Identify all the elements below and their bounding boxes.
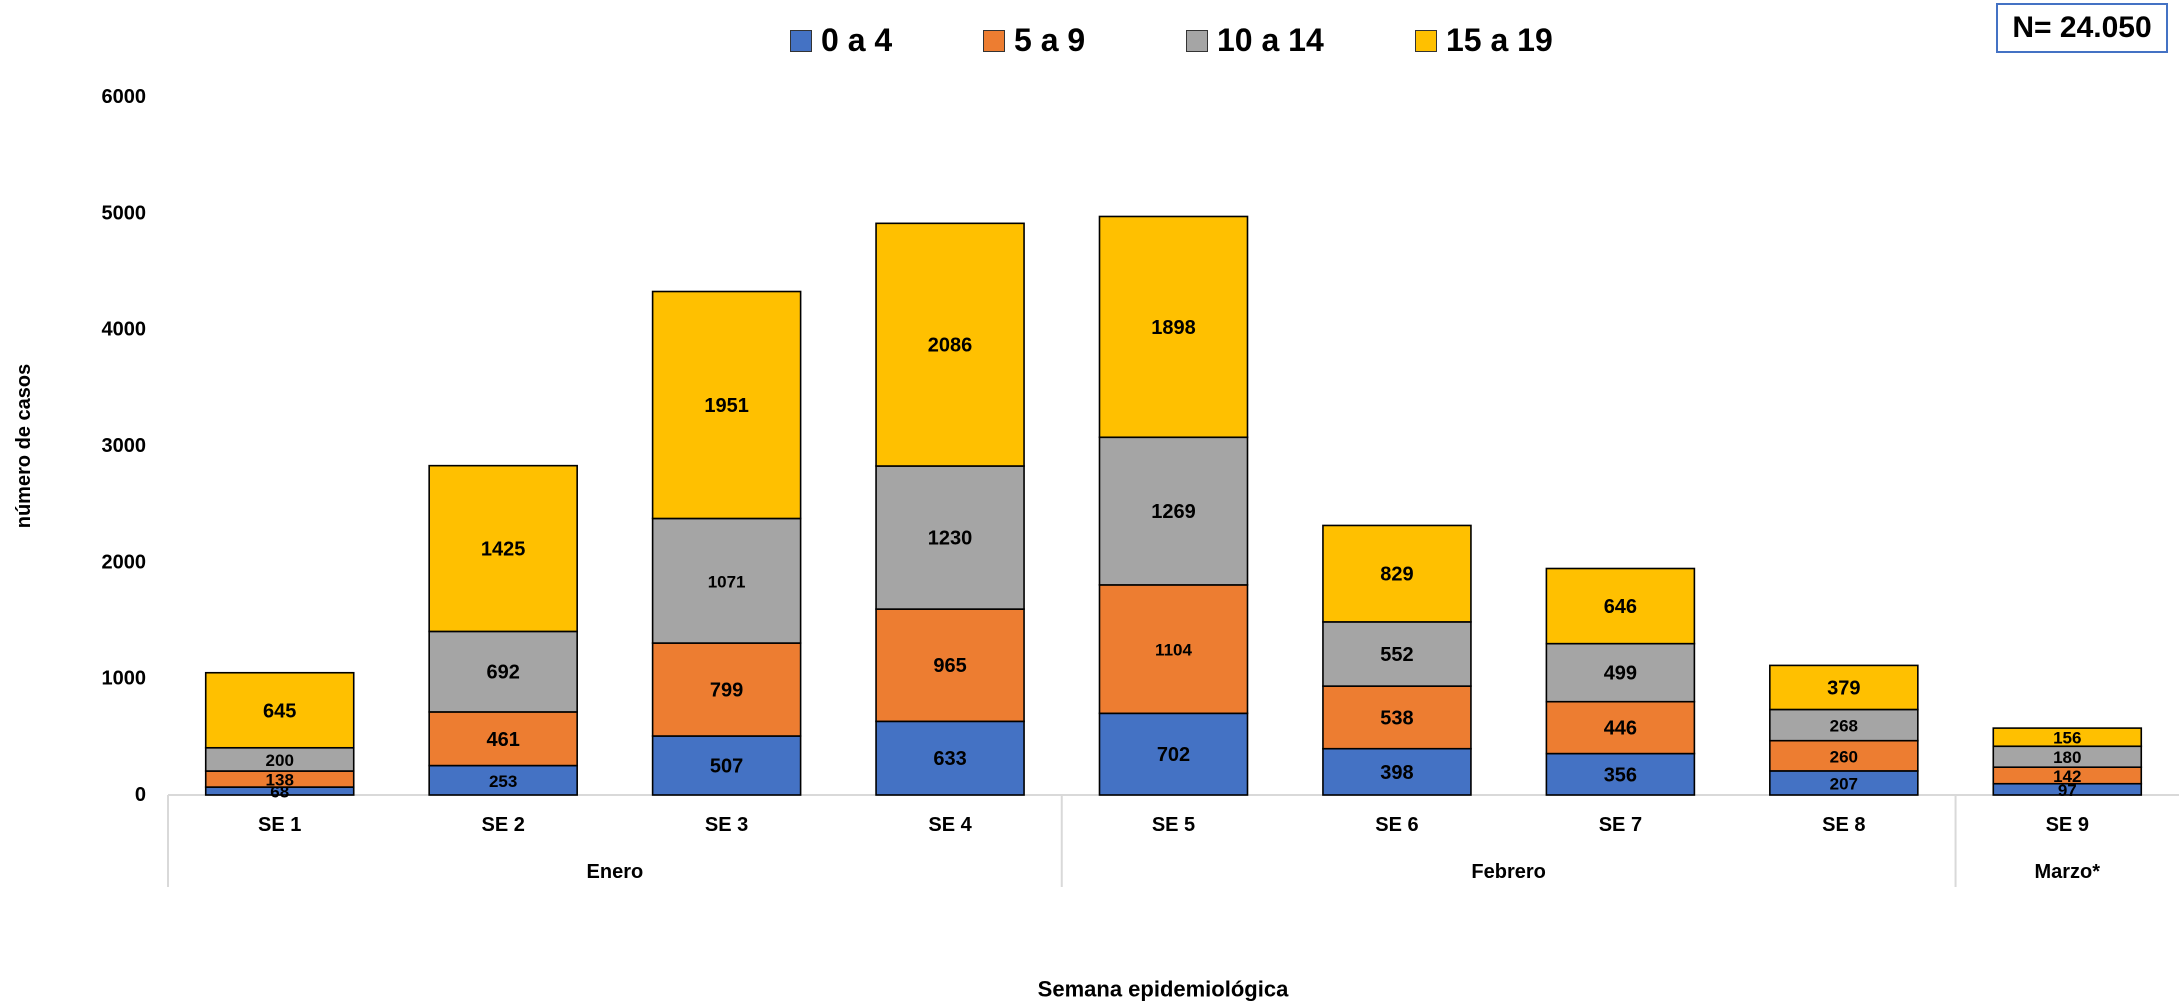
x-tick-label: SE 3 <box>705 814 748 836</box>
bar-segment-5-a-9-SE-4 <box>875 608 1025 723</box>
bar-segment-10-a-14-SE-2 <box>428 630 578 713</box>
group-label: Febrero <box>1471 861 1545 883</box>
bar-segment-15-a-19-SE-3 <box>651 290 802 520</box>
data-label: 138 <box>266 771 294 790</box>
bar-segment-15-a-19-SE-8 <box>1769 664 1919 711</box>
data-label: 645 <box>263 700 296 722</box>
data-label: 507 <box>710 756 743 778</box>
data-label: 1104 <box>1155 641 1192 660</box>
group-label: Marzo* <box>2034 861 2100 883</box>
data-label: 646 <box>1604 596 1637 618</box>
legend-item-0-a-4: 0 a 4 <box>790 22 983 59</box>
bar-segment-10-a-14-SE-6 <box>1322 621 1472 687</box>
y-axis-title: número de casos <box>13 364 35 529</box>
data-label: 633 <box>933 748 966 770</box>
data-label: 253 <box>489 772 517 791</box>
legend-item-5-a-9: 5 a 9 <box>983 22 1186 59</box>
x-tick-label: SE 6 <box>1375 814 1418 836</box>
data-label: 692 <box>486 662 519 684</box>
bar-segment-15-a-19-SE-5 <box>1098 215 1249 439</box>
data-label: 207 <box>1830 774 1858 793</box>
legend-label-5-a-9: 5 a 9 <box>1014 22 1086 58</box>
y-tick-label: 2000 <box>102 551 147 573</box>
x-axis-title: Semana epidemiológica <box>1038 977 1289 1002</box>
data-label: 379 <box>1827 677 1860 699</box>
data-label: 2086 <box>928 335 973 357</box>
legend-item-15-a-19: 15 a 19 <box>1415 22 1610 59</box>
bar-segment-15-a-19-SE-2 <box>428 464 578 633</box>
data-label: 1951 <box>704 395 749 417</box>
data-label: 1425 <box>481 539 526 561</box>
bar-segment-15-a-19-SE-6 <box>1322 524 1472 623</box>
y-tick-label: 4000 <box>102 319 147 341</box>
data-label: 260 <box>1830 747 1858 766</box>
bar-segment-0-a-4-SE-8 <box>1769 770 1919 796</box>
data-label: 965 <box>933 655 966 677</box>
bar-segment-0-a-4-SE-4 <box>875 720 1025 796</box>
group-label: Enero <box>587 861 644 883</box>
bar-segment-0-a-4-SE-2 <box>428 764 578 796</box>
legend-label-10-a-14: 10 a 14 <box>1217 22 1324 58</box>
bar-segment-15-a-19-SE-9 <box>1992 727 2143 748</box>
x-tick-label: SE 1 <box>258 814 301 836</box>
bar-segment-15-a-19-SE-4 <box>875 222 1025 467</box>
bar-segment-0-a-4-SE-3 <box>651 735 802 796</box>
y-tick-label: 3000 <box>102 435 147 457</box>
data-label: 200 <box>266 751 294 770</box>
data-label: 142 <box>2053 767 2081 786</box>
y-tick-label: 0 <box>135 784 146 806</box>
data-label: 461 <box>486 729 519 751</box>
data-label: 538 <box>1380 707 1413 729</box>
x-tick-label: SE 7 <box>1599 814 1642 836</box>
bar-segment-0-a-4-SE-7 <box>1545 752 1696 796</box>
bar-segment-10-a-14-SE-4 <box>875 465 1025 610</box>
data-label: 446 <box>1604 718 1637 740</box>
x-tick-label: SE 2 <box>481 814 524 836</box>
data-label: 97 <box>2058 781 2077 800</box>
bar-segment-10-a-14-SE-5 <box>1098 436 1249 586</box>
bar-segment-5-a-9-SE-5 <box>1098 584 1249 715</box>
legend-swatch-5-a-9 <box>983 29 1005 52</box>
data-label: 799 <box>710 680 743 702</box>
bar-segment-10-a-14-SE-8 <box>1769 708 1919 742</box>
legend-swatch-0-a-4 <box>790 29 812 52</box>
legend-item-10-a-14: 10 a 14 <box>1186 22 1415 59</box>
legend: 0 a 4 5 a 9 10 a 14 15 a 19 <box>790 22 1610 59</box>
total-n-badge: N= 24.050 <box>1996 3 2168 53</box>
data-label: 829 <box>1380 564 1413 586</box>
y-tick-label: 1000 <box>102 668 147 690</box>
x-tick-label: SE 8 <box>1822 814 1865 836</box>
bar-segment-5-a-9-SE-3 <box>651 642 802 737</box>
legend-label-0-a-4: 0 a 4 <box>821 22 893 58</box>
y-tick-label: 5000 <box>102 202 147 224</box>
data-label: 1230 <box>928 528 973 550</box>
y-tick-label: 6000 <box>102 86 147 108</box>
data-label: 499 <box>1604 663 1637 685</box>
bar-segment-0-a-4-SE-5 <box>1098 712 1249 796</box>
legend-label-15-a-19: 15 a 19 <box>1446 22 1553 58</box>
data-label: 1269 <box>1151 501 1196 523</box>
data-label: 1898 <box>1151 317 1196 339</box>
x-tick-label: SE 9 <box>2046 814 2089 836</box>
bar-segment-5-a-9-SE-2 <box>428 711 578 767</box>
x-tick-label: SE 5 <box>1152 814 1195 836</box>
data-label: 1071 <box>708 572 746 591</box>
bar-segment-15-a-19-SE-7 <box>1545 567 1696 645</box>
x-tick-label: SE 4 <box>928 814 972 836</box>
data-label: 552 <box>1380 644 1413 666</box>
legend-swatch-15-a-19 <box>1415 29 1437 52</box>
data-label: 156 <box>2053 729 2081 748</box>
data-label: 268 <box>1830 717 1858 736</box>
data-label: 356 <box>1604 764 1637 786</box>
legend-swatch-10-a-14 <box>1186 29 1208 52</box>
data-label: 702 <box>1157 744 1190 766</box>
data-label: 180 <box>2053 748 2081 767</box>
bar-segment-15-a-19-SE-1 <box>204 671 355 749</box>
bar-segment-10-a-14-SE-3 <box>651 517 802 644</box>
data-label: 398 <box>1380 762 1413 784</box>
